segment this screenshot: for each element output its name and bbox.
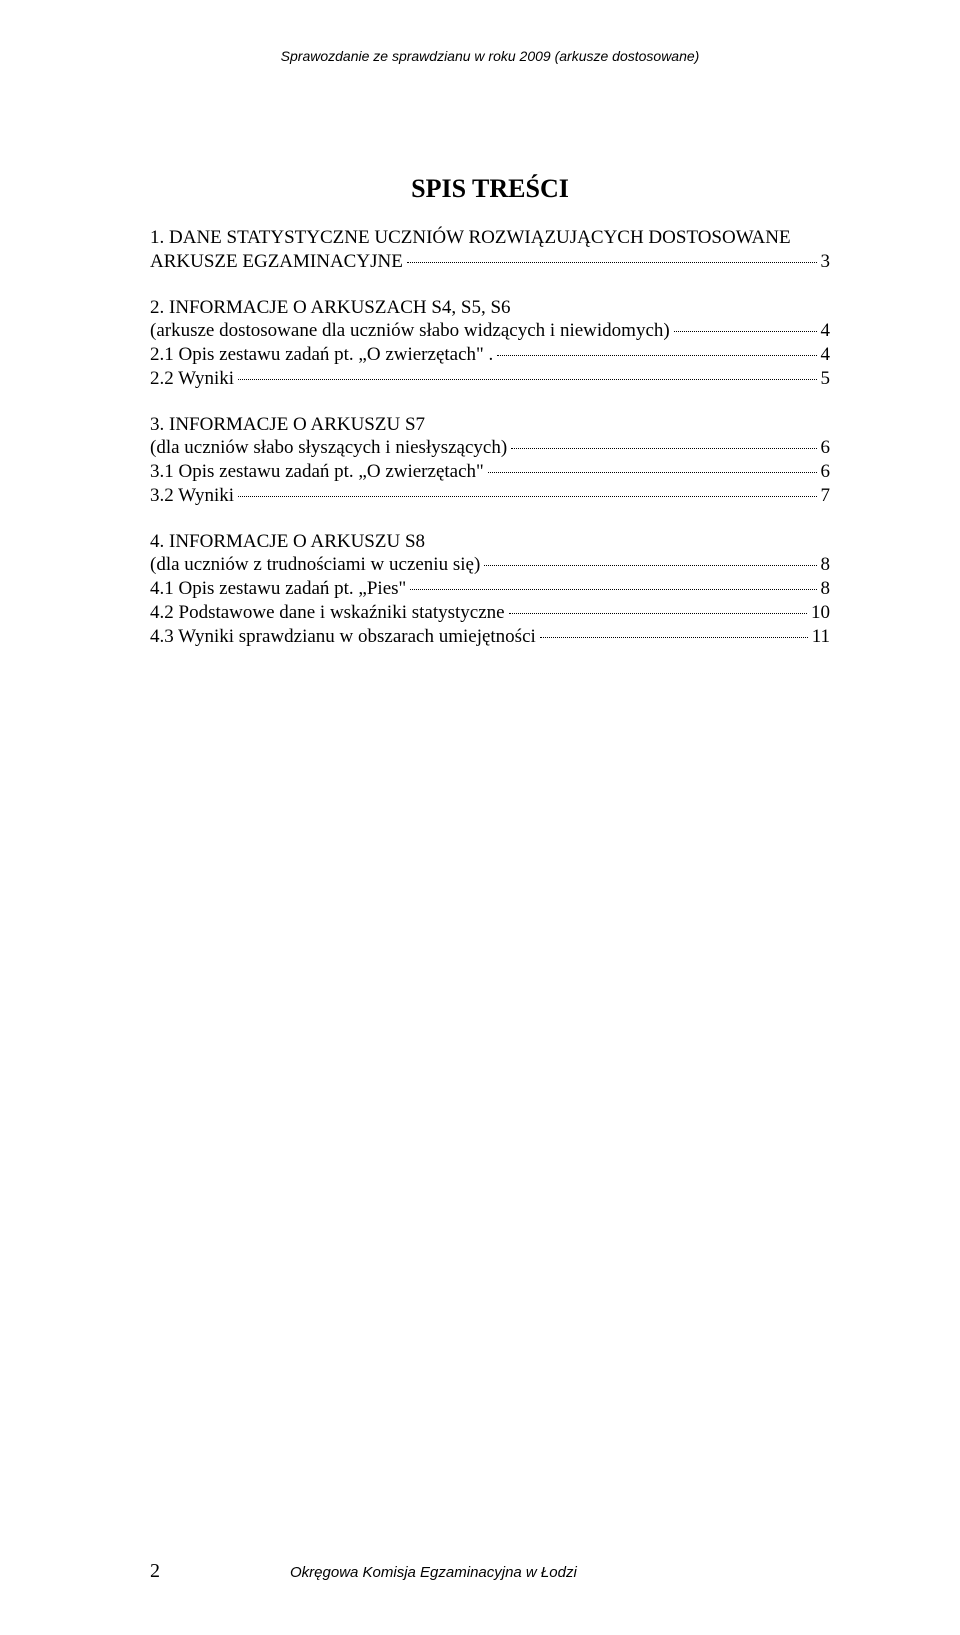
toc-leader: [484, 565, 816, 566]
toc-entry: 3. INFORMACJE O ARKUSZU S7 (dla uczniów …: [150, 413, 830, 508]
toc-text: ARKUSZE EGZAMINACYJNE: [150, 250, 403, 274]
toc-page: 4: [821, 319, 831, 343]
toc-text: 1. DANE STATYSTYCZNE UCZNIÓW ROZWIĄZUJĄC…: [150, 226, 791, 250]
toc-leader: [674, 331, 817, 332]
toc-leader: [497, 355, 816, 356]
toc-page: 7: [821, 484, 831, 508]
toc-page: 11: [812, 625, 830, 649]
toc-line: 1. DANE STATYSTYCZNE UCZNIÓW ROZWIĄZUJĄC…: [150, 226, 830, 250]
page: Sprawozdanie ze sprawdzianu w roku 2009 …: [0, 0, 960, 1635]
toc-line: (arkusze dostosowane dla uczniów słabo w…: [150, 319, 830, 343]
toc-page: 6: [821, 436, 831, 460]
toc-text: (arkusze dostosowane dla uczniów słabo w…: [150, 319, 670, 343]
toc-page: 5: [821, 367, 831, 391]
toc-text: 2.1 Opis zestawu zadań pt. „O zwierzętac…: [150, 343, 493, 367]
toc-text: 4.1 Opis zestawu zadań pt. „Pies": [150, 577, 406, 601]
toc-line: 4.1 Opis zestawu zadań pt. „Pies" 8: [150, 577, 830, 601]
toc-leader: [509, 613, 807, 614]
toc-leader: [511, 448, 816, 449]
toc-text: 2.2 Wyniki: [150, 367, 234, 391]
toc-page: 10: [811, 601, 830, 625]
toc-page: 6: [821, 460, 831, 484]
running-header: Sprawozdanie ze sprawdzianu w roku 2009 …: [150, 48, 830, 64]
toc-page: 4: [821, 343, 831, 367]
toc-leader: [488, 472, 817, 473]
toc-text: 3. INFORMACJE O ARKUSZU S7: [150, 413, 425, 437]
toc-text: 4.3 Wyniki sprawdzianu w obszarach umiej…: [150, 625, 536, 649]
toc-entry: 4. INFORMACJE O ARKUSZU S8 (dla uczniów …: [150, 530, 830, 649]
toc-line: 3. INFORMACJE O ARKUSZU S7: [150, 413, 830, 437]
toc-leader: [410, 589, 816, 590]
toc-line: 4.2 Podstawowe dane i wskaźniki statysty…: [150, 601, 830, 625]
toc-text: (dla uczniów słabo słyszących i niesłysz…: [150, 436, 507, 460]
toc-text: 4.2 Podstawowe dane i wskaźniki statysty…: [150, 601, 505, 625]
toc-page: 3: [821, 250, 831, 274]
toc-line: 2. INFORMACJE O ARKUSZACH S4, S5, S6: [150, 296, 830, 320]
toc-line: (dla uczniów słabo słyszących i niesłysz…: [150, 436, 830, 460]
toc-line: 3.2 Wyniki 7: [150, 484, 830, 508]
toc-text: 3.1 Opis zestawu zadań pt. „O zwierzętac…: [150, 460, 484, 484]
page-number: 2: [150, 1560, 160, 1583]
toc-title: SPIS TREŚCI: [150, 174, 830, 204]
toc-text: 2. INFORMACJE O ARKUSZACH S4, S5, S6: [150, 296, 511, 320]
toc-line: (dla uczniów z trudnościami w uczeniu si…: [150, 553, 830, 577]
toc-leader: [407, 262, 817, 263]
toc-entry: 2. INFORMACJE O ARKUSZACH S4, S5, S6 (ar…: [150, 296, 830, 391]
toc-text: 3.2 Wyniki: [150, 484, 234, 508]
toc-line: 3.1 Opis zestawu zadań pt. „O zwierzętac…: [150, 460, 830, 484]
toc-page: 8: [821, 553, 831, 577]
toc-entry: 1. DANE STATYSTYCZNE UCZNIÓW ROZWIĄZUJĄC…: [150, 226, 830, 274]
toc-line: 4. INFORMACJE O ARKUSZU S8: [150, 530, 830, 554]
toc-line: 2.1 Opis zestawu zadań pt. „O zwierzętac…: [150, 343, 830, 367]
toc-line: 4.3 Wyniki sprawdzianu w obszarach umiej…: [150, 625, 830, 649]
page-footer: 2 Okręgowa Komisja Egzaminacyjna w Łodzi: [150, 1560, 830, 1583]
toc-text: 4. INFORMACJE O ARKUSZU S8: [150, 530, 425, 554]
toc-line: ARKUSZE EGZAMINACYJNE 3: [150, 250, 830, 274]
footer-text: Okręgowa Komisja Egzaminacyjna w Łodzi: [290, 1564, 577, 1581]
toc-page: 8: [821, 577, 831, 601]
toc-leader: [540, 637, 808, 638]
toc-leader: [238, 379, 816, 380]
toc-text: (dla uczniów z trudnościami w uczeniu si…: [150, 553, 480, 577]
toc-leader: [238, 496, 816, 497]
toc-line: 2.2 Wyniki 5: [150, 367, 830, 391]
